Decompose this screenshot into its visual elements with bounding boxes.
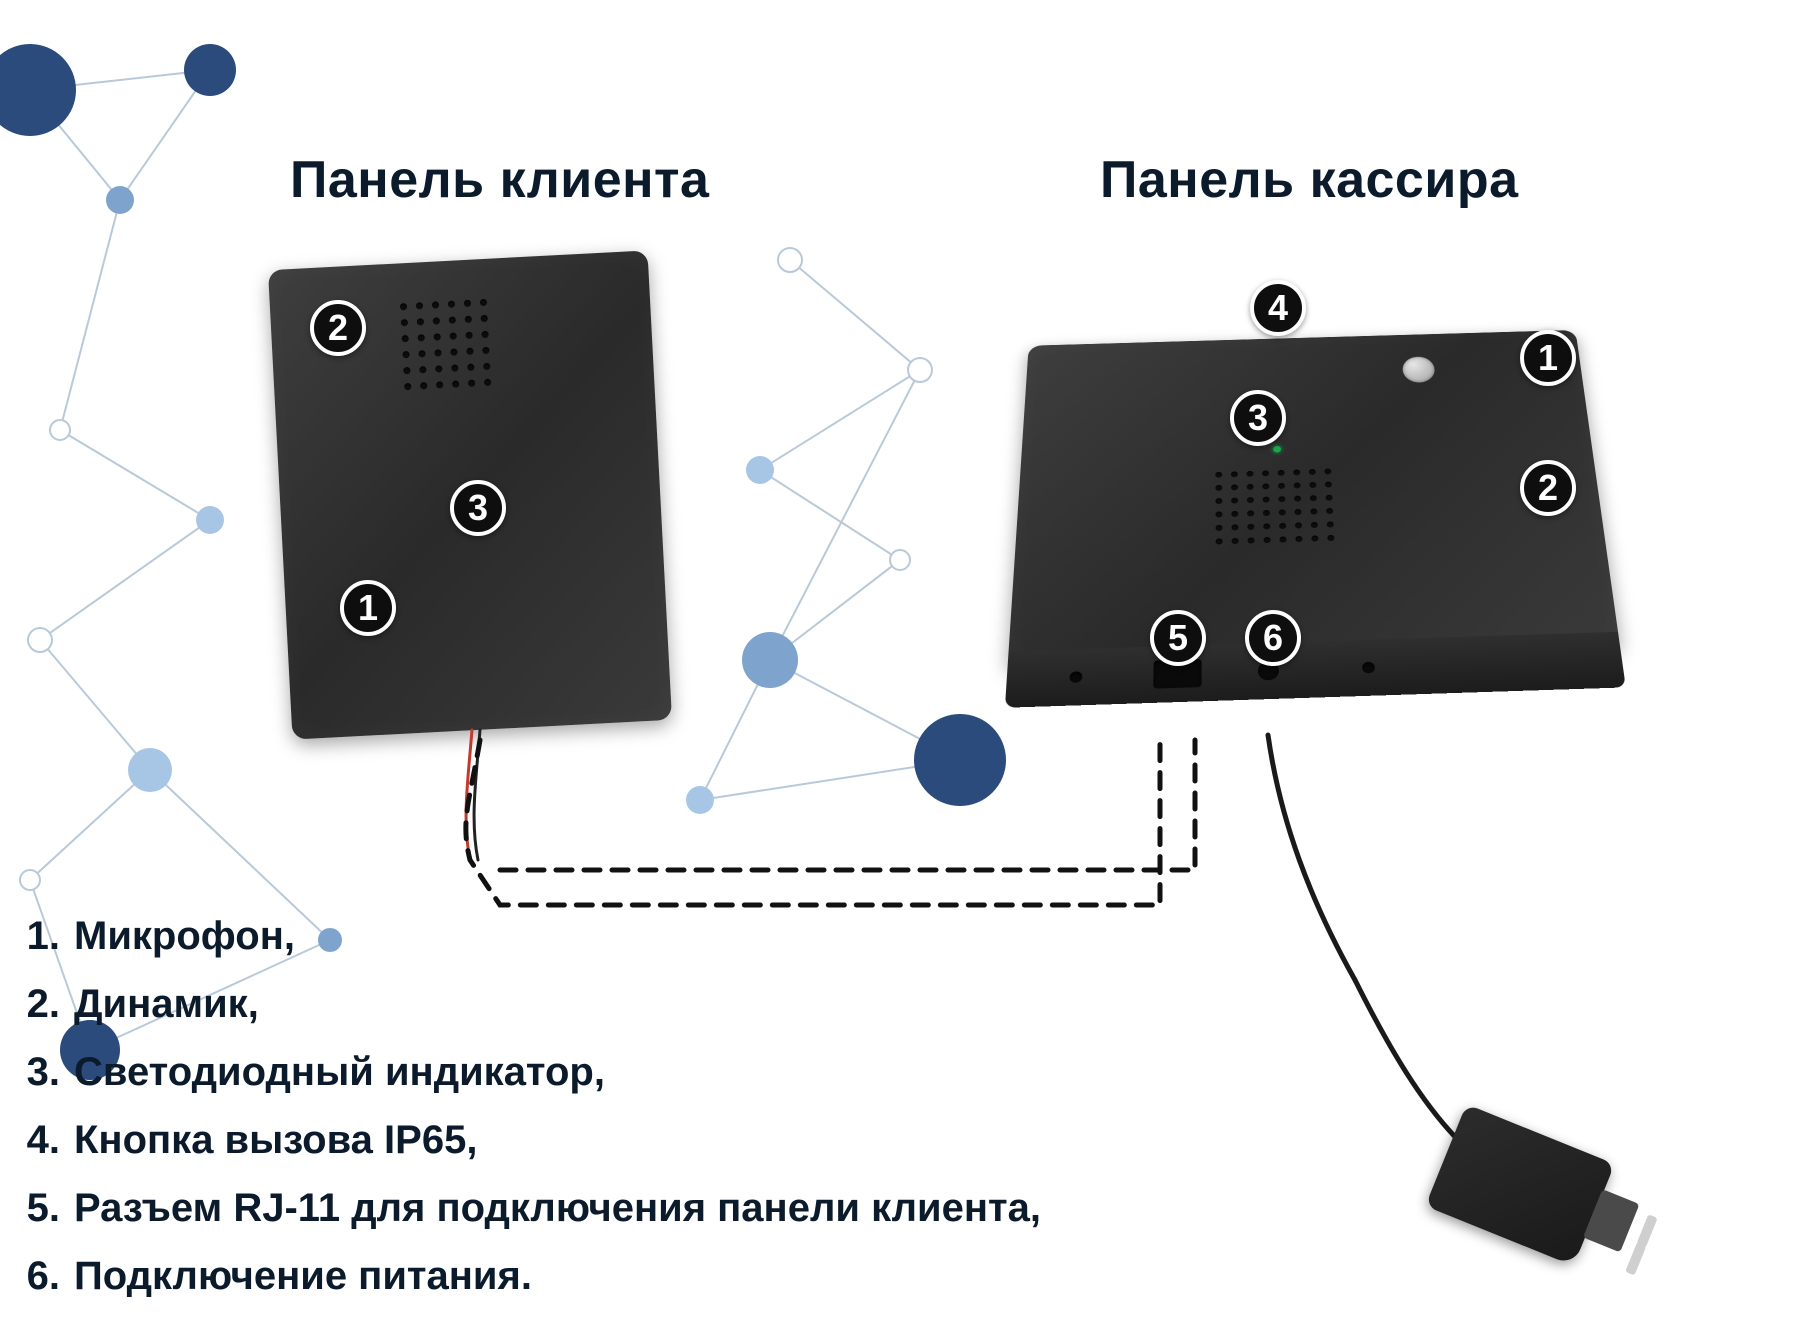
callout-badge: 2: [1520, 460, 1576, 516]
callout-badge: 3: [1230, 390, 1286, 446]
callout-badge: 1: [340, 580, 396, 636]
callout-badge: 5: [1150, 610, 1206, 666]
diagram-content: Панель клиента Панель кассира 231413256 …: [0, 0, 1800, 1340]
callout-badge: 6: [1245, 610, 1301, 666]
callout-badge: 3: [450, 480, 506, 536]
callout-badge: 1: [1520, 330, 1576, 386]
callout-badge: 2: [310, 300, 366, 356]
callout-badge: 4: [1250, 280, 1306, 336]
